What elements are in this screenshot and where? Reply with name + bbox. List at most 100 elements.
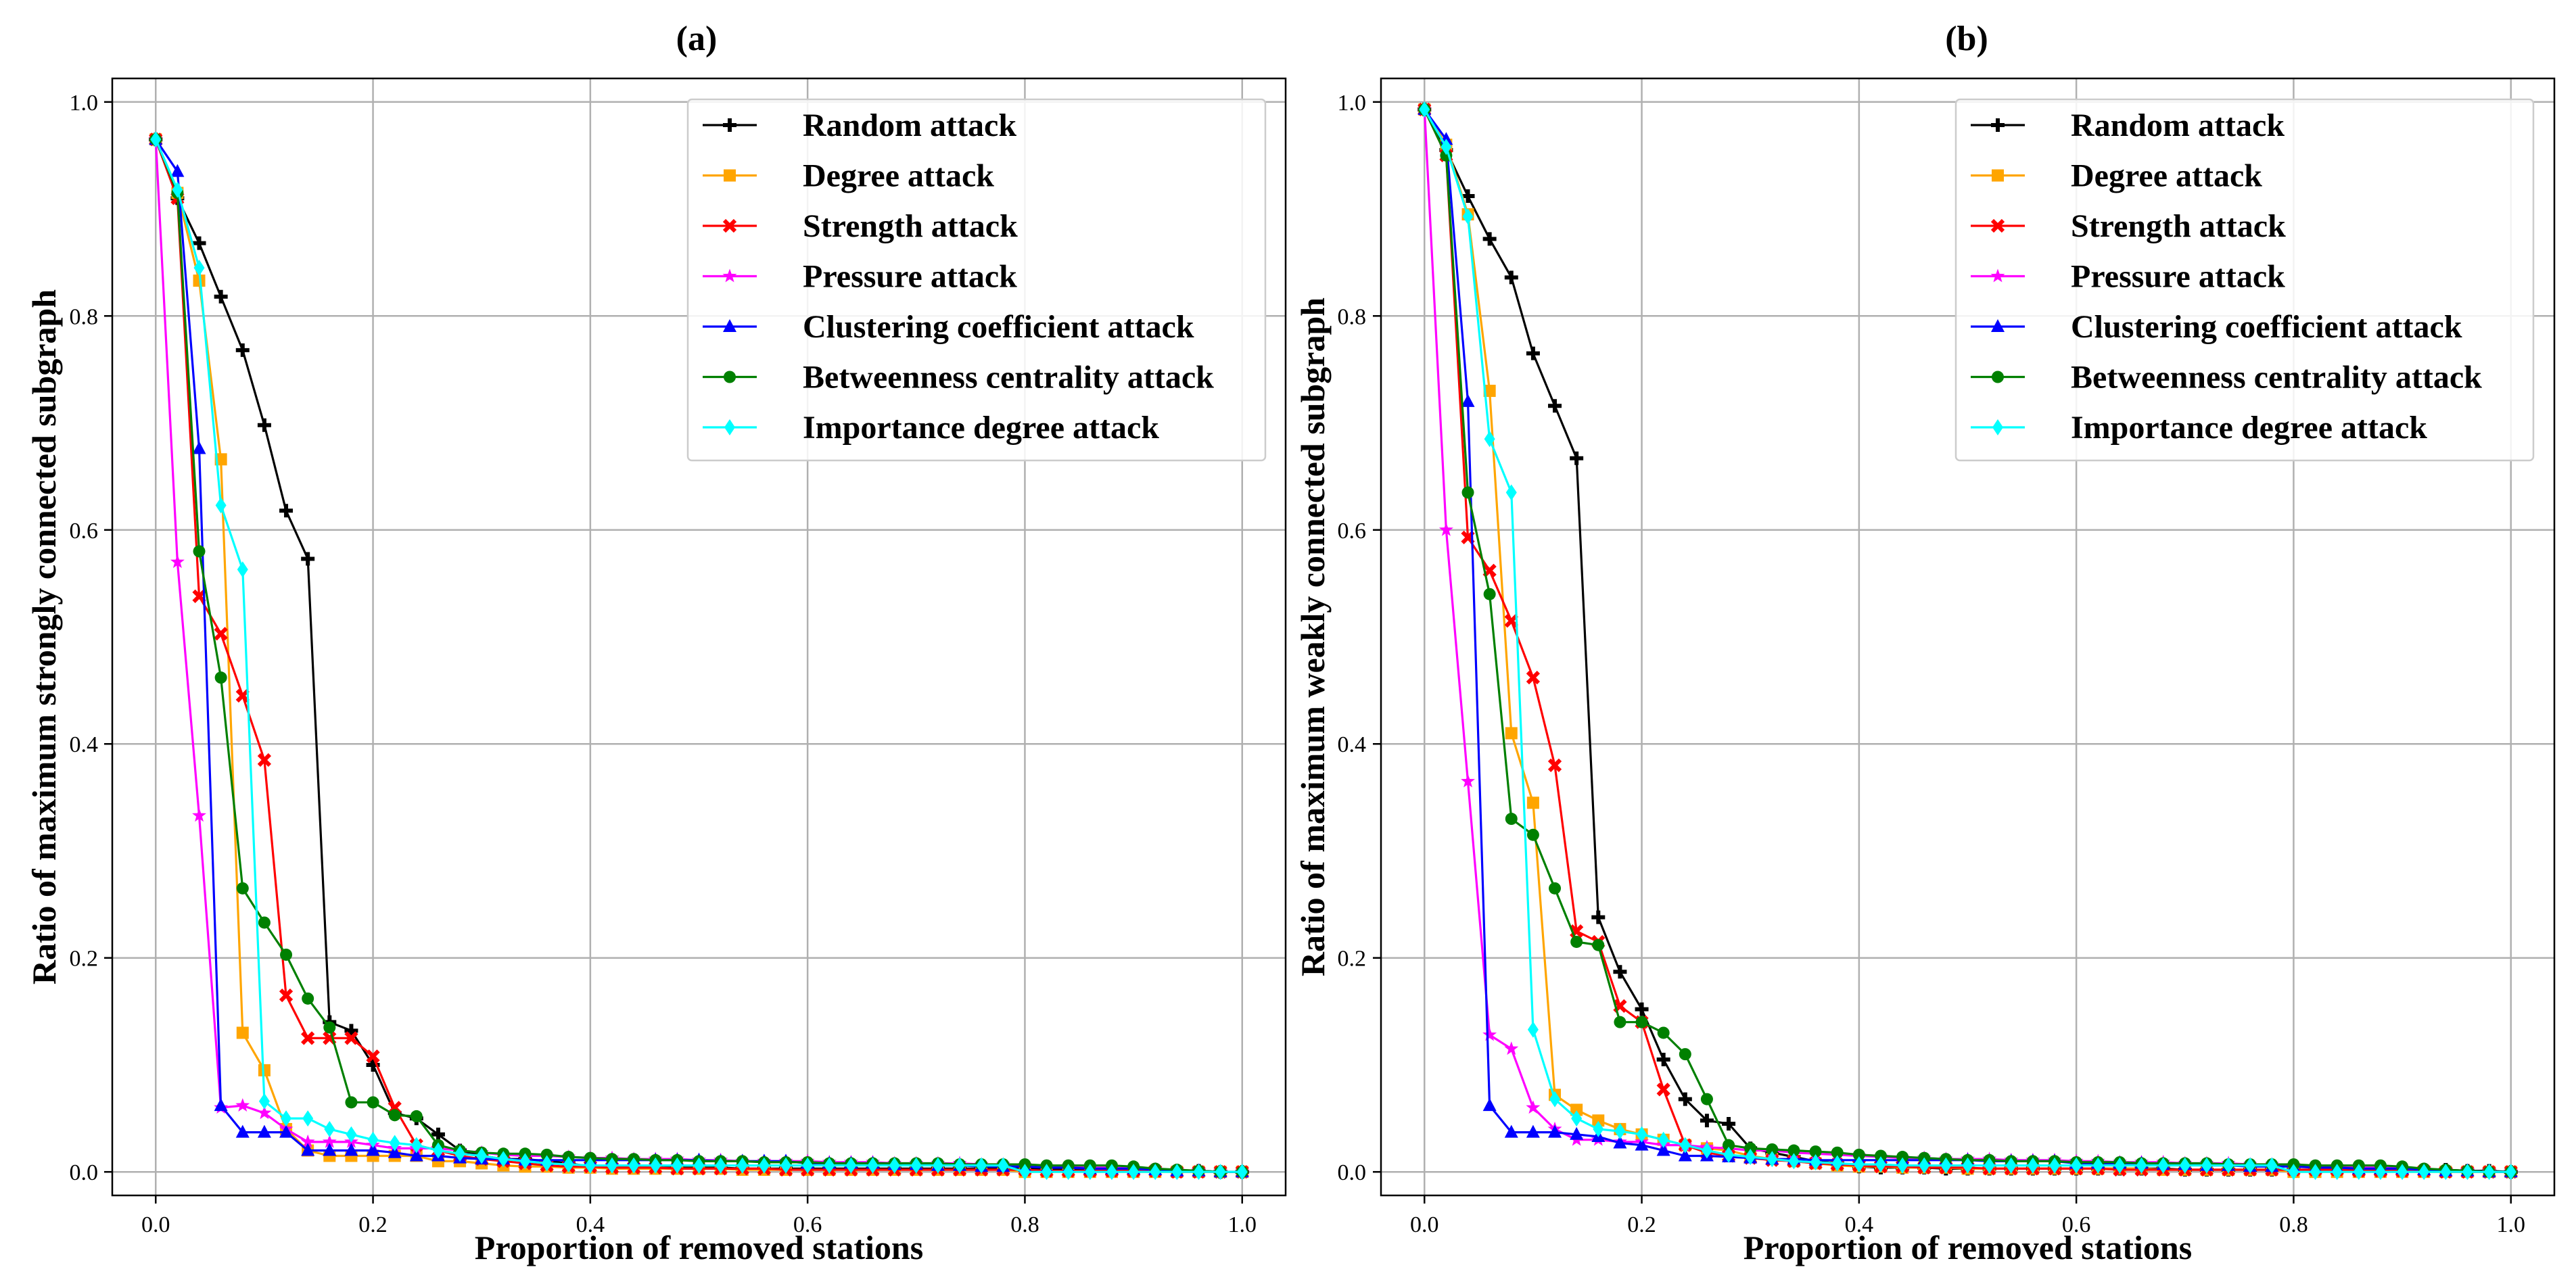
data-point [1700, 1114, 1714, 1128]
data-point [606, 1157, 617, 1174]
data-point [1766, 1151, 1778, 1168]
data-point [1657, 1026, 1670, 1039]
data-point [214, 289, 228, 304]
data-point [2201, 1157, 2212, 1174]
data-point [1744, 1142, 1757, 1155]
data-point [693, 1157, 705, 1174]
data-point [432, 1142, 444, 1159]
data-point [322, 1134, 337, 1148]
data-point [563, 1156, 574, 1173]
data-point [650, 1157, 661, 1174]
series-layer [1417, 101, 2519, 1181]
plot-frame [1380, 77, 2556, 1197]
data-point [1723, 1139, 1735, 1151]
data-point [235, 688, 250, 703]
data-point [235, 343, 250, 357]
data-point [1193, 1164, 1204, 1181]
data-point [2505, 1164, 2516, 1181]
data-point [1679, 1048, 1691, 1061]
y-tick-label: 0.0 [1338, 1160, 1367, 1185]
data-point [1548, 1124, 1562, 1138]
data-point [214, 671, 227, 684]
data-point [498, 1151, 509, 1168]
data-point [367, 1131, 379, 1148]
data-point [2288, 1164, 2299, 1181]
y-tick-label: 1.0 [1338, 91, 1367, 116]
data-point [237, 561, 248, 578]
data-point [1483, 385, 1496, 398]
panel-a: 0.0 0.2 0.4 0.6 0.8 1.0 0.0 0.2 0.4 0.6 0.8 1.0 (a)… [25, 20, 1287, 1266]
data-point [258, 1064, 271, 1076]
legend-a: Random attack Degree attack Strength attac… [686, 98, 1267, 462]
data-point [1504, 1041, 1519, 1055]
legend-label: Clustering coefficient attack [803, 309, 1194, 345]
data-point [1678, 1092, 1692, 1106]
data-point [215, 497, 227, 514]
data-point [1766, 1143, 1779, 1156]
data-point [1526, 346, 1540, 360]
data-point [300, 1134, 315, 1148]
legend-marker [723, 319, 736, 332]
legend-item: Pressure attack [703, 259, 1017, 295]
data-point [1484, 431, 1495, 448]
data-point [279, 988, 294, 1003]
data-point [1483, 588, 1496, 600]
data-point [257, 418, 271, 432]
data-point [1787, 1144, 1800, 1157]
data-point [301, 1143, 315, 1156]
legend-label: Pressure attack [2071, 259, 2285, 295]
legend-b: Random attack Degree attack Strength attac… [1954, 98, 2535, 462]
data-point [1504, 270, 1518, 285]
data-point [281, 1110, 292, 1127]
data-point [409, 1148, 423, 1162]
data-point [192, 236, 206, 250]
data-point [324, 1120, 335, 1137]
data-point [1635, 1016, 1648, 1028]
x-tick-label: 0.6 [2062, 1212, 2091, 1237]
data-point [1875, 1156, 1886, 1173]
data-point [1592, 938, 1605, 951]
data-point [1570, 1103, 1583, 1116]
data-point [258, 916, 271, 929]
data-point [258, 1093, 270, 1110]
data-point [172, 181, 183, 198]
data-point [236, 882, 249, 895]
data-point [1062, 1164, 1074, 1181]
data-point [214, 1098, 228, 1112]
data-point [1549, 882, 1562, 895]
series-importance-degree-attack [1419, 101, 2516, 1181]
data-point [1722, 1116, 1736, 1131]
data-point [193, 545, 206, 558]
data-point [2136, 1157, 2147, 1174]
data-point [867, 1157, 879, 1174]
data-point [235, 1124, 250, 1138]
data-point [932, 1157, 943, 1174]
data-point [845, 1157, 857, 1174]
data-point [2418, 1164, 2430, 1181]
data-point [1570, 1126, 1584, 1140]
data-point [150, 131, 162, 148]
data-point [1548, 399, 1562, 413]
data-point [1656, 1143, 1670, 1156]
panel-b: 0.0 0.2 0.4 0.6 0.8 1.0 0.0 0.2 0.4 0.6 0.8 1.0 (b)… [1294, 20, 2556, 1266]
y-tick-label: 0.2 [70, 947, 99, 972]
x-tick-label: 0.8 [2279, 1212, 2308, 1237]
data-point [1636, 1126, 1647, 1143]
data-point [1106, 1164, 1117, 1181]
data-point [257, 753, 272, 767]
legend-label: Clustering coefficient attack [2071, 309, 2462, 345]
x-tick-label: 0.2 [1627, 1212, 1656, 1237]
data-point [344, 1024, 358, 1038]
data-point [192, 441, 206, 454]
data-point [301, 552, 315, 566]
series-importance-degree-attack [150, 131, 1248, 1181]
data-point [1482, 232, 1497, 246]
data-point [1852, 1148, 1865, 1161]
data-point [2049, 1157, 2061, 1174]
data-point [1526, 828, 1539, 841]
legend-marker [1991, 118, 2005, 132]
data-point [214, 627, 228, 641]
x-axis-label-a: Proportion of removed stations [475, 1229, 923, 1266]
data-point [2114, 1157, 2126, 1174]
data-point [1438, 522, 1453, 536]
